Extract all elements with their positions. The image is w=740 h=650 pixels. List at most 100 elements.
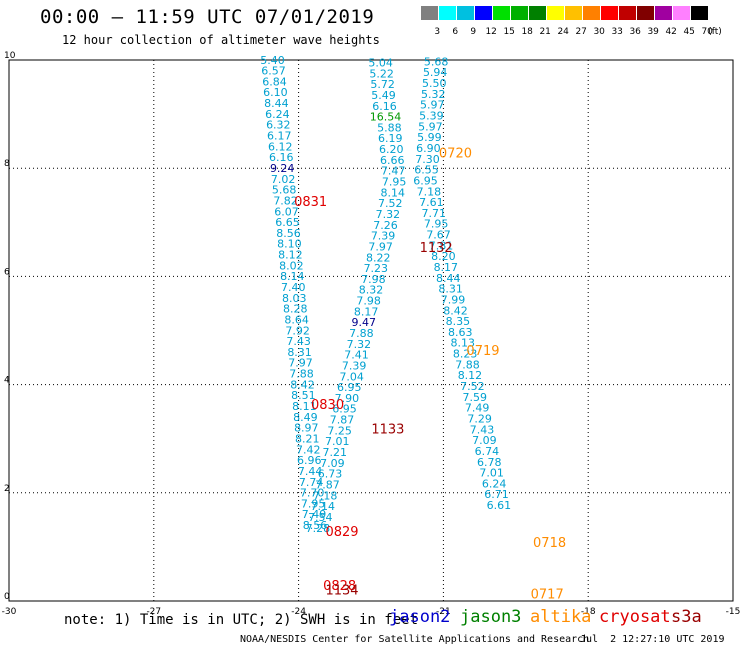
wave-height-value: 6.20 xyxy=(379,143,404,156)
colorbar-tick-label: 15 xyxy=(503,27,515,37)
wave-height-value: 7.97 xyxy=(288,357,313,370)
wave-height-value: 8.22 xyxy=(366,251,391,264)
wave-height-value: 5.50 xyxy=(422,77,447,90)
colorbar-tick-label: 45 xyxy=(683,27,695,37)
wave-height-value: 5.94 xyxy=(423,66,448,79)
wave-height-value: 5.04 xyxy=(368,56,393,69)
colorbar-swatch xyxy=(493,6,511,20)
wave-height-value: 6.61 xyxy=(487,499,512,512)
wave-height-value: 7.95 xyxy=(424,218,449,231)
wave-height-value: 7.92 xyxy=(285,324,310,337)
page-subtitle: 12 hour collection of altimeter wave hei… xyxy=(62,33,380,47)
pass-time-label: 0719 xyxy=(466,344,499,359)
y-tick-label: 8 xyxy=(4,159,10,169)
wave-height-value: 8.17 xyxy=(434,261,459,274)
wave-height-value: 7.28 xyxy=(306,522,331,535)
wave-height-value: 16.54 xyxy=(370,111,402,124)
colorbar-tick-label: 70 xyxy=(701,27,713,37)
wave-height-value: 8.56 xyxy=(276,227,301,240)
colorbar-tick-label: 18 xyxy=(521,27,533,37)
wave-height-value: 7.41 xyxy=(344,349,369,362)
wave-height-value: 7.25 xyxy=(327,424,352,437)
wave-height-value: 6.24 xyxy=(265,108,290,121)
colorbar-unit: (ft) xyxy=(708,27,722,37)
wave-height-value: 6.95 xyxy=(337,381,362,394)
wave-height-value: 8.20 xyxy=(431,250,456,263)
wave-height-value: 7.04 xyxy=(339,370,364,383)
colorbar-tick-label: 36 xyxy=(629,27,641,37)
x-tick-label: -30 xyxy=(2,607,17,617)
colorbar-swatch xyxy=(457,6,475,20)
wave-height-value: 6.73 xyxy=(318,468,343,481)
wave-height-value: 7.29 xyxy=(467,412,492,425)
wave-height-value: 7.43 xyxy=(286,335,311,348)
wave-height-value: 6.16 xyxy=(269,151,294,164)
legend-entry-jason3: jason3 xyxy=(460,607,522,627)
colorbar-swatch xyxy=(547,6,565,20)
pass-time-label: 0717 xyxy=(531,587,564,602)
wave-height-value: 7.21 xyxy=(323,446,348,459)
wave-height-value: 9.47 xyxy=(352,316,377,329)
wave-height-value: 7.82 xyxy=(273,194,298,207)
wave-height-value: 6.84 xyxy=(262,75,287,88)
colorbar-tick-label: 39 xyxy=(647,27,659,37)
wave-height-value: 8.14 xyxy=(280,270,305,283)
wave-height-value: 7.67 xyxy=(426,229,451,242)
colorbar-swatch xyxy=(601,6,619,20)
wave-height-value: 8.42 xyxy=(443,304,468,317)
y-tick-label: 6 xyxy=(4,267,10,277)
pass-time-label: 0830 xyxy=(311,398,344,413)
wave-height-value: 6.19 xyxy=(378,132,403,145)
wave-height-value: 7.71 xyxy=(421,207,446,220)
wave-height-value: 5.68 xyxy=(424,55,449,68)
colorbar-swatch xyxy=(583,6,601,20)
wave-height-value: 7.14 xyxy=(310,500,335,513)
wave-height-value: 8.31 xyxy=(287,346,312,359)
wave-height-value: 5.68 xyxy=(272,184,297,197)
colorbar-tick-label: 33 xyxy=(611,27,623,37)
wave-height-value: 7.23 xyxy=(364,262,389,275)
wave-height-value: 6.95 xyxy=(332,403,357,416)
legend-entry-jason2: jason2 xyxy=(389,607,451,627)
legend-entry-cryosat: cryosat xyxy=(599,607,671,627)
wave-height-value: 7.09 xyxy=(320,457,345,470)
wave-height-value: 8.21 xyxy=(295,432,320,445)
wave-height-value: 7.98 xyxy=(356,295,381,308)
wave-height-value: 7.90 xyxy=(335,392,360,405)
wave-height-value: 5.49 xyxy=(371,89,396,102)
wave-height-value: 7.88 xyxy=(289,368,314,381)
wave-height-value: 7.95 xyxy=(301,497,326,510)
wave-height-value: 8.44 xyxy=(264,97,289,110)
wave-height-value: 8.10 xyxy=(277,238,302,251)
pass-time-label: 0831 xyxy=(294,195,327,210)
wave-height-value: 7.32 xyxy=(347,338,372,351)
colorbar-swatch xyxy=(673,6,691,20)
wave-height-value: 7.01 xyxy=(325,435,350,448)
wave-height-value: 7.98 xyxy=(361,273,386,286)
wave-height-value: 6.66 xyxy=(380,154,405,167)
colorbar-swatch xyxy=(655,6,673,20)
wave-height-value: 6.90 xyxy=(416,142,441,155)
wave-height-value: 7.42 xyxy=(296,443,321,456)
wave-height-value: 8.23 xyxy=(453,348,478,361)
wave-height-value: 7.49 xyxy=(465,402,490,415)
wave-height-value: 7.26 xyxy=(373,219,398,232)
colorbar-tick-label: 3 xyxy=(434,27,441,37)
wave-height-value: 7.74 xyxy=(299,476,324,489)
colorbar-tick-label: 27 xyxy=(575,27,587,37)
wave-height-value: 6.57 xyxy=(261,65,286,78)
colorbar-tick-label: 21 xyxy=(539,27,551,37)
x-tick-label: -21 xyxy=(436,607,451,617)
wave-height-value: 7.30 xyxy=(415,153,440,166)
pass-time-label: 1132 xyxy=(420,241,453,256)
wave-height-value: 7.18 xyxy=(313,489,338,502)
colorbar-swatch xyxy=(421,6,439,20)
footer-note: note: 1) Time is in UTC; 2) SWH is in fe… xyxy=(64,612,419,628)
wave-height-value: 5.99 xyxy=(417,131,442,144)
wave-height-value: 8.03 xyxy=(282,292,307,305)
legend-entry-altika: altika xyxy=(530,607,592,627)
wave-height-value: 7.61 xyxy=(419,196,444,209)
wave-height-value: 6.65 xyxy=(275,216,300,229)
y-tick-label: 0 xyxy=(4,592,10,602)
wave-height-value: 8.51 xyxy=(291,389,316,402)
